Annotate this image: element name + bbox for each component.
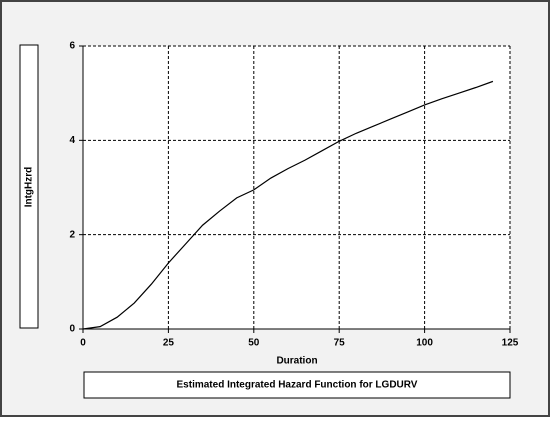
y-tick-label: 2	[69, 229, 75, 240]
chart-title: Estimated Integrated Hazard Function for…	[177, 380, 418, 391]
x-tick-label: 100	[416, 338, 433, 349]
title-box	[83, 371, 511, 399]
line	[82, 80, 494, 330]
x-tick-label: 50	[248, 338, 260, 349]
plot-area	[83, 46, 510, 329]
x-tick-label: 0	[80, 338, 86, 349]
x-axis-label: Duration	[276, 356, 317, 367]
x-tick-label: 125	[502, 338, 519, 349]
y-tick-label: 0	[69, 324, 75, 335]
x-tick-label: 75	[334, 338, 346, 349]
y-axis-label: IntgHzrd	[24, 167, 35, 208]
x-tick-label: 25	[163, 338, 175, 349]
y-tick-label: 6	[69, 41, 75, 52]
y-tick-label: 4	[69, 135, 75, 146]
y-label-box	[19, 44, 39, 329]
